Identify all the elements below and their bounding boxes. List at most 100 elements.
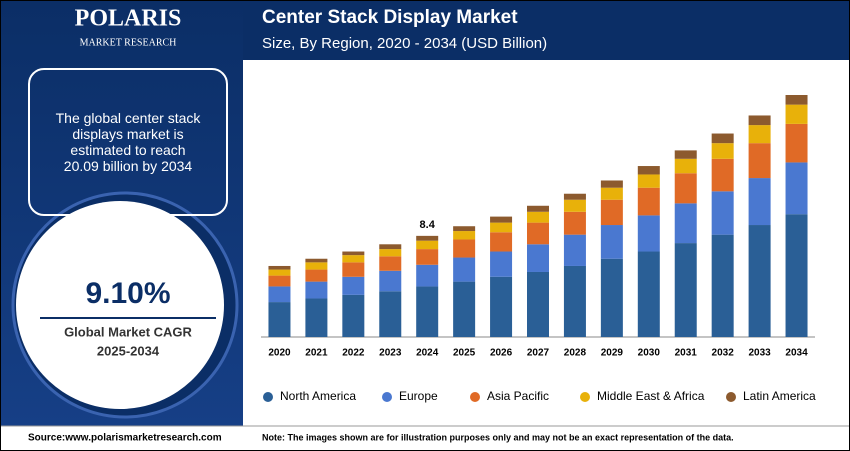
cagr-period: 2025-2034 xyxy=(97,343,160,358)
bar-segment xyxy=(711,133,734,144)
bar-segment xyxy=(342,255,365,263)
legend-marker xyxy=(263,392,273,402)
x-tick-label: 2024 xyxy=(416,348,439,359)
bar-segment xyxy=(305,262,328,270)
bar-segment xyxy=(711,143,734,159)
bar-segment xyxy=(416,249,439,265)
bar-segment xyxy=(785,123,808,163)
bar-segment xyxy=(305,258,328,263)
bar-segment xyxy=(342,294,365,337)
bar-segment xyxy=(453,239,476,258)
legend-marker xyxy=(382,392,392,402)
legend-marker xyxy=(726,392,736,402)
bar-segment xyxy=(563,199,586,212)
statement-box: The global center stack displays market … xyxy=(28,68,228,216)
x-tick-label: 2026 xyxy=(490,348,513,359)
bar-segment xyxy=(305,281,328,299)
logo-tagline: MARKET RESEARCH xyxy=(80,37,177,48)
bar-segment xyxy=(600,258,623,337)
bar-segment xyxy=(748,143,771,179)
bar-segment xyxy=(527,222,549,245)
bar-segment xyxy=(527,271,549,337)
bar-segment xyxy=(637,215,660,252)
bar-segment xyxy=(637,187,660,216)
cagr-value: 9.10% xyxy=(85,277,170,310)
bar-segment xyxy=(305,298,328,337)
bar-segment xyxy=(268,269,291,276)
bar-segment xyxy=(490,222,513,233)
note: Note: The images shown are for illustrat… xyxy=(262,432,734,442)
bar-segment xyxy=(674,203,697,244)
bar-segment xyxy=(674,243,697,337)
bar-segment xyxy=(637,174,660,188)
logo-name: POLARIS xyxy=(75,6,182,32)
bar-segment xyxy=(674,158,697,174)
bar-segment xyxy=(711,191,734,235)
bar-segment xyxy=(342,262,365,277)
x-tick-label: 2027 xyxy=(527,348,550,359)
bar-segment xyxy=(785,104,808,124)
bar-segment xyxy=(379,249,402,257)
bar-segment xyxy=(453,281,476,337)
bar-segment xyxy=(674,150,697,159)
x-tick-label: 2023 xyxy=(379,348,402,359)
bar-segment xyxy=(637,166,660,175)
bar-segment xyxy=(268,286,291,303)
bar-segment xyxy=(674,173,697,204)
bar-segment xyxy=(453,257,476,282)
bar-segment xyxy=(379,244,402,250)
bar-segment xyxy=(268,265,291,270)
bar-segment xyxy=(748,225,771,337)
x-tick-label: 2031 xyxy=(675,348,698,359)
chart-subtitle: Size, By Region, 2020 - 2034 (USD Billio… xyxy=(262,35,547,52)
legend-label: Asia Pacific xyxy=(487,389,549,403)
x-tick-label: 2034 xyxy=(785,348,808,359)
bar-segment xyxy=(379,256,402,271)
bar-segment xyxy=(416,240,439,250)
bar-segment xyxy=(785,162,808,215)
bar-segment xyxy=(490,232,513,252)
bar-segment xyxy=(268,275,291,287)
x-tick-label: 2032 xyxy=(712,348,735,359)
x-tick-label: 2020 xyxy=(268,348,291,359)
bar-segment xyxy=(527,211,549,223)
bar-segment xyxy=(527,205,549,212)
bar-segment xyxy=(453,226,476,232)
cagr-circle xyxy=(16,201,224,409)
bar-segment xyxy=(268,302,291,337)
source: Source:www.polarismarketresearch.com xyxy=(28,433,222,444)
legend-marker xyxy=(470,392,480,402)
legend-label: North America xyxy=(280,389,356,403)
bar-segment xyxy=(305,269,328,282)
bar-segment xyxy=(563,211,586,235)
bar-segment xyxy=(453,231,476,240)
bar-segment xyxy=(637,251,660,337)
annotation: 8.4 xyxy=(420,219,436,231)
bar-segment xyxy=(600,187,623,200)
bar-segment xyxy=(785,214,808,337)
legend-label: Europe xyxy=(399,389,438,403)
bar-segment xyxy=(416,264,439,287)
bar-segment xyxy=(416,235,439,241)
bar-segment xyxy=(490,276,513,337)
x-tick-label: 2021 xyxy=(305,348,328,359)
bar-segment xyxy=(600,180,623,188)
bar-segment xyxy=(342,276,365,295)
x-tick-label: 2029 xyxy=(601,348,624,359)
x-tick-label: 2025 xyxy=(453,348,476,359)
bar-segment xyxy=(527,244,549,272)
bar-segment xyxy=(711,158,734,192)
legend-label: Middle East & Africa xyxy=(597,389,705,403)
bar-segment xyxy=(748,178,771,226)
bar-segment xyxy=(563,234,586,266)
header-band xyxy=(243,0,850,60)
x-tick-label: 2030 xyxy=(638,348,661,359)
bar-segment xyxy=(711,234,734,337)
bar-segment xyxy=(563,265,586,337)
bar-segment xyxy=(342,251,365,256)
chart-title: Center Stack Display Market xyxy=(262,7,518,28)
x-tick-label: 2022 xyxy=(342,348,365,359)
statement: The global center stack displays market … xyxy=(55,110,201,174)
